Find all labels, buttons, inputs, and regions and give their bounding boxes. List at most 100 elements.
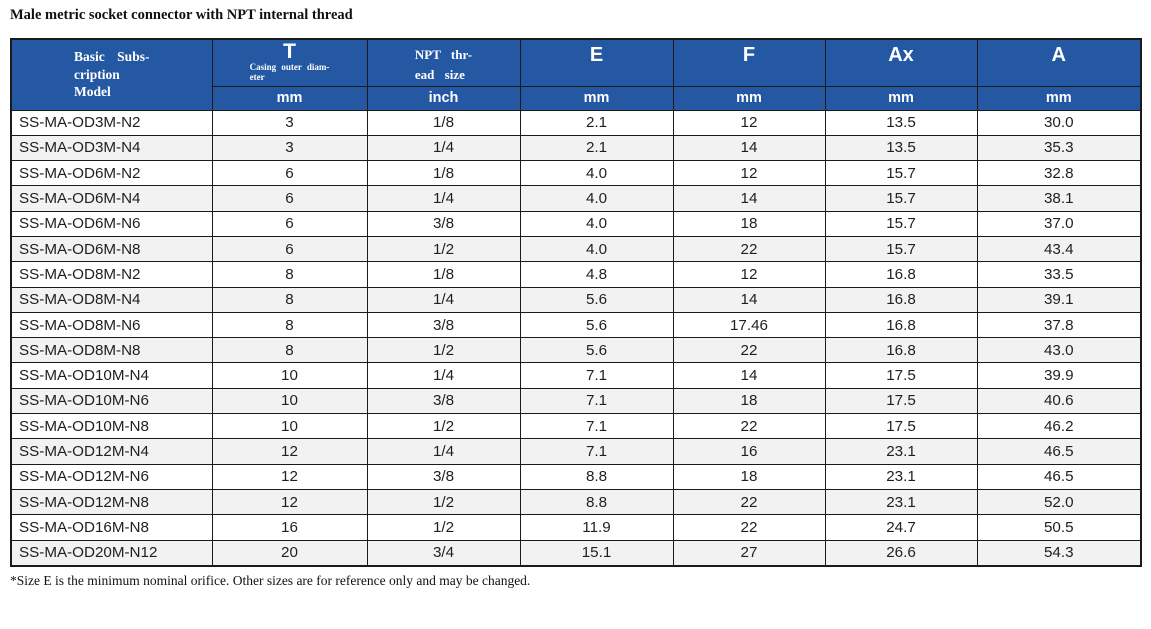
table-row: SS-MA-OD20M-N12 20 3/4 15.1 27 26.6 54.3 [10,539,1142,567]
value-cell: 1/4 [366,438,521,465]
column-header-ax: Ax [824,38,978,87]
value-cell: 18 [672,210,826,237]
value-cell: 30.0 [976,109,1142,136]
value-cell: 12 [672,160,826,187]
column-header-a: A [976,38,1142,87]
column-header-t-subtitle: Casing outer diam- eter [249,62,330,82]
model-cell: SS-MA-OD6M-N8 [10,235,213,263]
model-cell: SS-MA-OD8M-N8 [10,337,213,364]
value-cell: 22 [672,488,826,516]
value-cell: 7.1 [519,387,674,415]
value-cell: 8 [211,337,368,364]
value-cell: 1/4 [366,185,521,212]
footnote: *Size E is the minimum nominal orifice. … [10,572,531,588]
value-cell: 15.7 [824,185,978,212]
value-cell: 10 [211,362,368,389]
model-cell: SS-MA-OD8M-N4 [10,286,213,313]
value-cell: 5.6 [519,337,674,364]
table-row: SS-MA-OD12M-N4 12 1/4 7.1 16 23.1 46.5 [10,438,1142,465]
value-cell: 15.1 [519,539,674,567]
page-title: Male metric socket connector with NPT in… [10,7,353,23]
value-cell: 4.0 [519,185,674,212]
model-cell: SS-MA-OD3M-N4 [10,134,213,162]
value-cell: 35.3 [976,134,1142,162]
column-header-e: E [519,38,674,87]
value-cell: 14 [672,286,826,313]
value-cell: 1/8 [366,160,521,187]
model-cell: SS-MA-OD16M-N8 [10,514,213,541]
value-cell: 7.1 [519,438,674,465]
value-cell: 18 [672,387,826,415]
unit-cell-f: mm [672,85,826,111]
value-cell: 22 [672,413,826,440]
value-cell: 1/2 [366,514,521,541]
value-cell: 11.9 [519,514,674,541]
value-cell: 14 [672,362,826,389]
value-cell: 7.1 [519,413,674,440]
value-cell: 22 [672,514,826,541]
spec-table: Basic Subs- cription Model T Casing oute… [10,38,1142,567]
value-cell: 16.8 [824,286,978,313]
value-cell: 18 [672,463,826,490]
value-cell: 1/4 [366,362,521,389]
column-header-model-label: Basic Subs- cription Model [74,49,150,99]
value-cell: 46.5 [976,463,1142,490]
value-cell: 15.7 [824,235,978,263]
value-cell: 12 [672,261,826,288]
unit-cell-a: mm [976,85,1142,111]
value-cell: 14 [672,185,826,212]
table-row: SS-MA-OD8M-N4 8 1/4 5.6 14 16.8 39.1 [10,286,1142,313]
value-cell: 16.8 [824,311,978,339]
table-row: SS-MA-OD3M-N2 3 1/8 2.1 12 13.5 30.0 [10,109,1142,136]
value-cell: 26.6 [824,539,978,567]
value-cell: 2.1 [519,134,674,162]
value-cell: 22 [672,235,826,263]
value-cell: 23.1 [824,488,978,516]
value-cell: 1/8 [366,109,521,136]
value-cell: 6 [211,210,368,237]
value-cell: 13.5 [824,109,978,136]
value-cell: 3 [211,134,368,162]
value-cell: 33.5 [976,261,1142,288]
value-cell: 12 [211,488,368,516]
value-cell: 4.0 [519,210,674,237]
unit-cell-npt: inch [366,85,521,111]
column-header-npt-label: NPT thr- ead size [414,47,473,82]
table-row: SS-MA-OD8M-N6 8 3/8 5.6 17.46 16.8 37.8 [10,311,1142,339]
value-cell: 12 [211,438,368,465]
column-header-t: T Casing outer diam- eter [211,38,368,87]
value-cell: 50.5 [976,514,1142,541]
model-cell: SS-MA-OD12M-N4 [10,438,213,465]
model-cell: SS-MA-OD20M-N12 [10,539,213,567]
value-cell: 17.46 [672,311,826,339]
column-header-npt: NPT thr- ead size [366,38,521,87]
value-cell: 1/2 [366,413,521,440]
value-cell: 4.0 [519,235,674,263]
value-cell: 39.9 [976,362,1142,389]
value-cell: 13.5 [824,134,978,162]
value-cell: 5.6 [519,286,674,313]
table-body: SS-MA-OD3M-N2 3 1/8 2.1 12 13.5 30.0 SS-MA-OD3M… [10,109,1142,567]
model-cell: SS-MA-OD8M-N2 [10,261,213,288]
value-cell: 16 [211,514,368,541]
table-row: SS-MA-OD16M-N8 16 1/2 11.9 22 24.7 50.5 [10,514,1142,541]
value-cell: 3/8 [366,210,521,237]
value-cell: 46.5 [976,438,1142,465]
value-cell: 8.8 [519,488,674,516]
value-cell: 20 [211,539,368,567]
value-cell: 24.7 [824,514,978,541]
model-cell: SS-MA-OD10M-N8 [10,413,213,440]
value-cell: 14 [672,134,826,162]
value-cell: 38.1 [976,185,1142,212]
value-cell: 6 [211,160,368,187]
value-cell: 32.8 [976,160,1142,187]
value-cell: 3/4 [366,539,521,567]
value-cell: 1/2 [366,337,521,364]
column-header-model: Basic Subs- cription Model [10,38,213,111]
table-row: SS-MA-OD6M-N6 6 3/8 4.0 18 15.7 37.0 [10,210,1142,237]
value-cell: 1/4 [366,134,521,162]
value-cell: 17.5 [824,387,978,415]
value-cell: 16 [672,438,826,465]
model-cell: SS-MA-OD6M-N2 [10,160,213,187]
table-row: SS-MA-OD10M-N8 10 1/2 7.1 22 17.5 46.2 [10,413,1142,440]
